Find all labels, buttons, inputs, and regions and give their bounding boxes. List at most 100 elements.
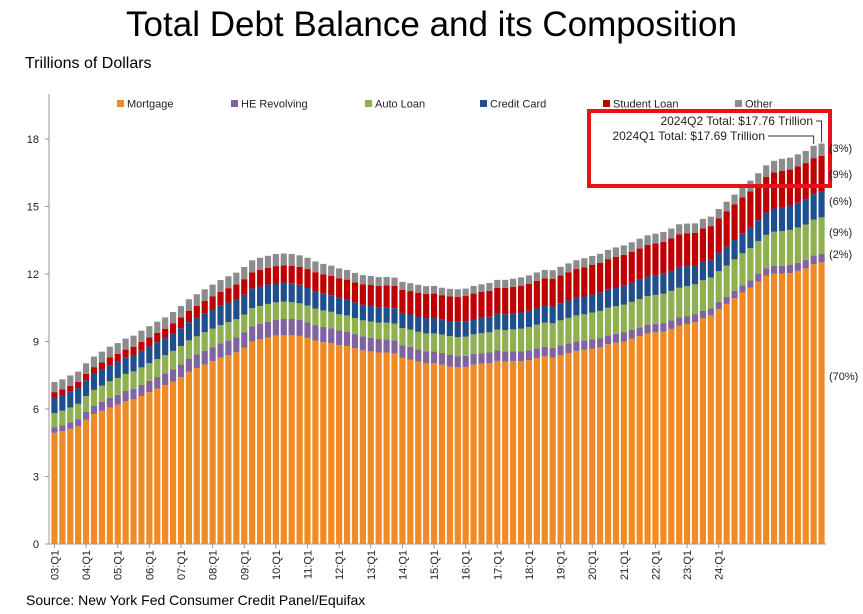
bar-auto-loan: [786, 229, 793, 265]
legend-label: Student Loan: [613, 99, 678, 111]
bar-mortgage: [351, 348, 359, 544]
bar-credit-card: [185, 322, 192, 341]
x-tick-label: 05:Q1: [113, 550, 125, 580]
bar-student-loan: [351, 282, 359, 303]
bar-mortgage: [494, 360, 501, 544]
legend-label: Other: [745, 99, 773, 111]
bar-he-revolving: [391, 340, 398, 354]
bar-mortgage: [423, 363, 430, 544]
bar-other: [739, 187, 746, 198]
bar-he-revolving: [755, 274, 762, 282]
bar-other: [525, 275, 533, 284]
bar-auto-loan: [90, 389, 98, 406]
bar-auto-loan: [470, 334, 477, 354]
y-tick-label: 0: [33, 539, 39, 551]
bar-credit-card: [106, 365, 113, 382]
bar-mortgage: [169, 381, 177, 544]
bar-student-loan: [802, 163, 809, 200]
annotation-2024q2-total: 2024Q2 Total: $17.76 Trillion: [660, 114, 813, 128]
share-label: (9%): [829, 227, 852, 239]
bar-credit-card: [280, 282, 287, 302]
x-tick-label: 04:Q1: [81, 550, 93, 580]
bar-mortgage: [256, 339, 264, 544]
bar-other: [533, 272, 540, 281]
bar-auto-loan: [763, 234, 770, 269]
bar-mortgage: [699, 318, 707, 544]
bar-mortgage: [549, 357, 556, 544]
bar-other: [106, 346, 113, 358]
bar-he-revolving: [541, 346, 548, 357]
bar-credit-card: [430, 318, 438, 334]
bar-auto-loan: [169, 350, 177, 370]
bar-student-loan: [217, 292, 224, 306]
bar-credit-card: [415, 316, 422, 332]
bar-other: [470, 285, 477, 294]
bar-credit-card: [731, 240, 738, 260]
bar-mortgage: [684, 323, 691, 544]
bar-credit-card: [517, 312, 525, 329]
bar-auto-loan: [676, 287, 683, 318]
bar-other: [162, 317, 169, 329]
bar-he-revolving: [359, 336, 366, 351]
bar-student-loan: [98, 362, 105, 370]
bar-auto-loan: [478, 333, 485, 354]
bar-he-revolving: [510, 351, 517, 362]
bar-he-revolving: [494, 350, 501, 361]
x-tick-label: 12:Q1: [334, 550, 346, 580]
bar-other: [130, 335, 137, 347]
bar-he-revolving: [233, 337, 240, 353]
bar-other: [193, 294, 200, 306]
bar-student-loan: [375, 285, 382, 308]
bar-he-revolving: [533, 348, 540, 359]
bar-auto-loan: [573, 315, 580, 342]
bar-auto-loan: [565, 317, 572, 344]
bar-he-revolving: [565, 343, 572, 353]
legend-swatch: [365, 100, 372, 107]
bar-auto-loan: [462, 336, 469, 356]
bar-he-revolving: [383, 339, 390, 353]
bar-credit-card: [130, 355, 137, 372]
bar-credit-card: [573, 297, 580, 316]
bar-auto-loan: [256, 305, 264, 324]
bar-he-revolving: [462, 355, 469, 367]
x-tick-label: 17:Q1: [492, 550, 504, 580]
bar-mortgage: [343, 346, 351, 544]
bar-he-revolving: [169, 369, 177, 382]
bar-student-loan: [731, 204, 738, 241]
bar-auto-loan: [778, 231, 786, 266]
bar-he-revolving: [557, 345, 564, 356]
bar-he-revolving: [138, 384, 145, 396]
bar-other: [731, 194, 738, 205]
legend-label: Mortgage: [127, 99, 173, 111]
x-tick-label: 19:Q1: [556, 550, 568, 580]
bar-auto-loan: [272, 302, 279, 320]
bar-he-revolving: [122, 391, 129, 402]
bar-student-loan: [59, 389, 66, 396]
bar-he-revolving: [438, 352, 446, 365]
bar-mortgage: [755, 281, 762, 544]
bar-other: [351, 272, 359, 283]
bar-he-revolving: [177, 364, 185, 378]
bar-mortgage: [241, 347, 248, 544]
bar-other: [494, 279, 501, 288]
bar-other: [249, 260, 256, 273]
bar-credit-card: [177, 328, 185, 346]
bar-auto-loan: [510, 329, 517, 352]
share-label: (2%): [829, 249, 852, 261]
bar-he-revolving: [589, 339, 596, 349]
bar-auto-loan: [502, 330, 509, 352]
bar-other: [185, 299, 192, 311]
bar-he-revolving: [430, 351, 438, 364]
bar-student-loan: [581, 267, 588, 297]
bar-mortgage: [217, 357, 224, 544]
bar-he-revolving: [201, 350, 208, 365]
bar-other: [122, 338, 129, 350]
bar-other: [652, 233, 659, 244]
bar-credit-card: [549, 306, 556, 324]
legend: Mortgage HE Revolving Auto Loan Credit Card…: [117, 99, 773, 111]
bar-auto-loan: [771, 231, 778, 266]
bar-he-revolving: [288, 319, 295, 335]
bar-credit-card: [771, 208, 778, 232]
bar-credit-card: [98, 369, 105, 386]
bars: [51, 143, 825, 545]
